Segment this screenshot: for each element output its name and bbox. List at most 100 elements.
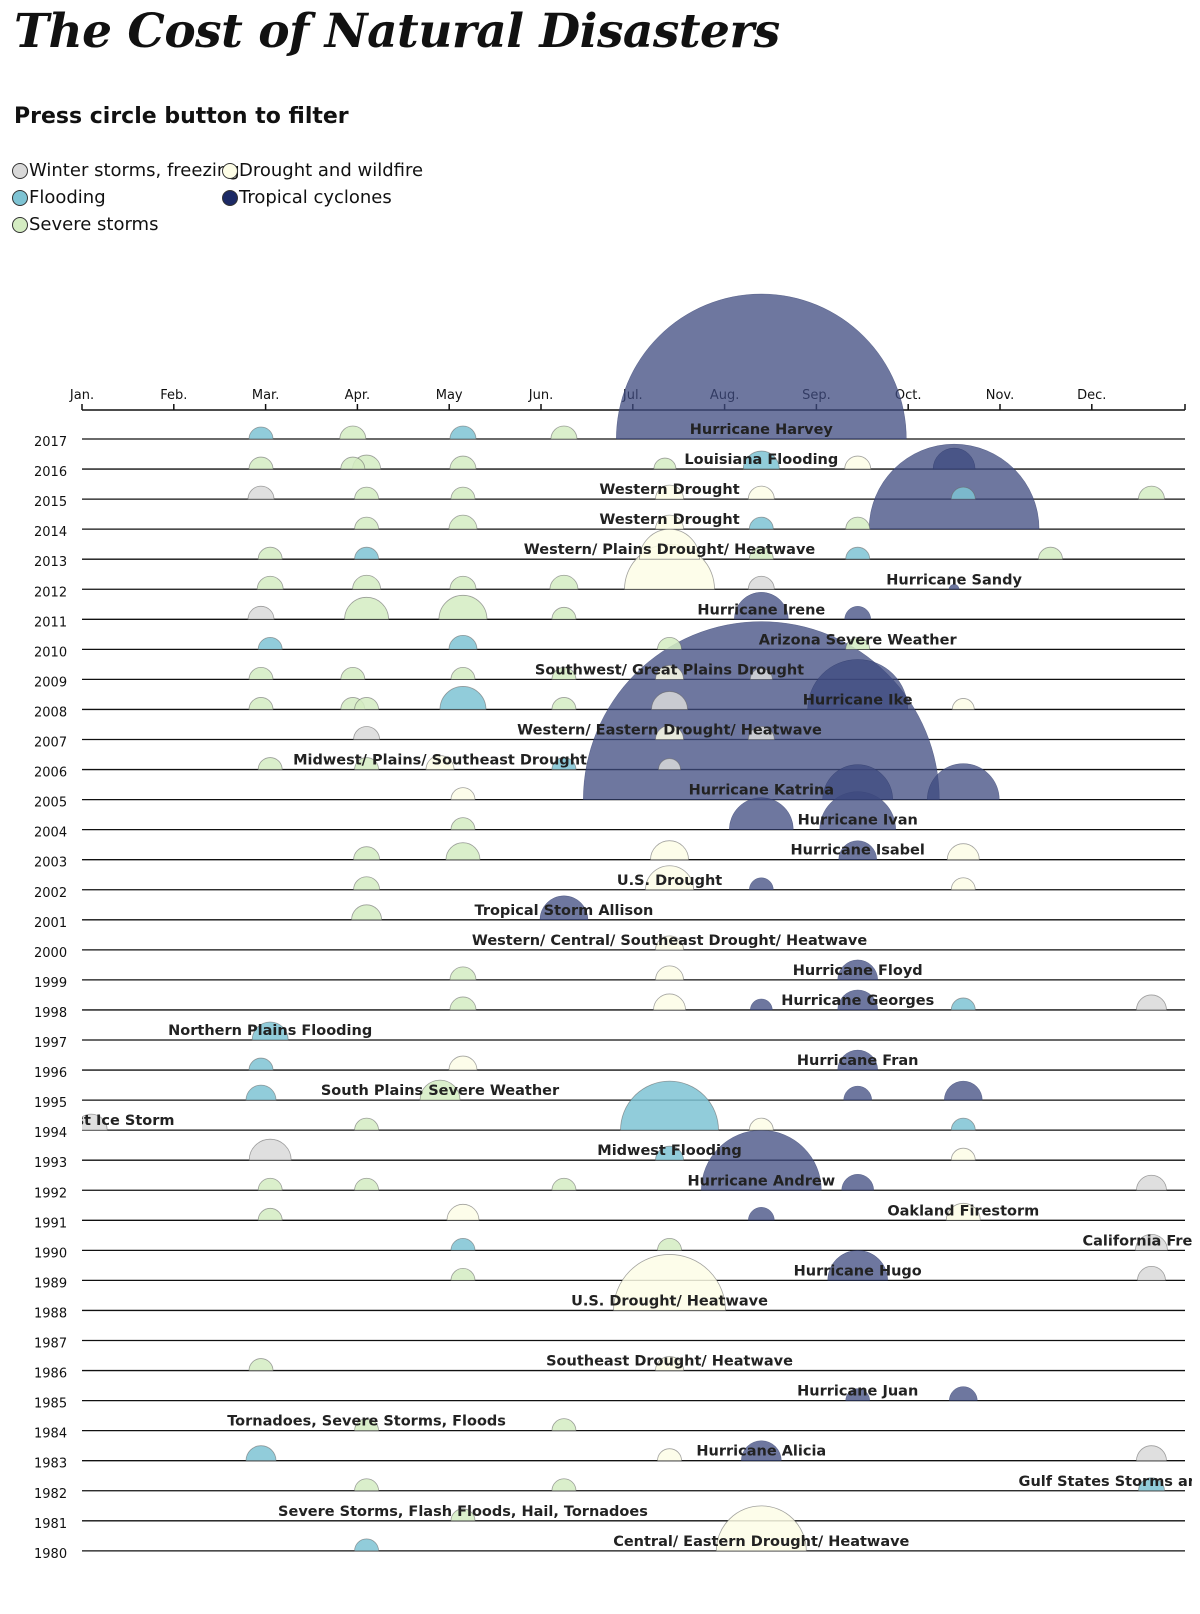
event-bubble-severe[interactable] xyxy=(845,636,871,650)
event-bubble-severe[interactable] xyxy=(257,1177,283,1191)
event-bubble-cyclone[interactable] xyxy=(734,592,789,620)
event-bubble-drought[interactable] xyxy=(747,485,775,500)
event-bubble-winter[interactable] xyxy=(749,668,773,680)
event-bubble-winter[interactable] xyxy=(247,485,275,500)
event-bubble-cyclone[interactable] xyxy=(539,895,589,921)
event-bubble-winter[interactable] xyxy=(651,691,688,710)
event-bubble-drought[interactable] xyxy=(748,1117,774,1131)
event-bubble-severe[interactable] xyxy=(354,1478,379,1492)
event-bubble-drought[interactable] xyxy=(945,1202,981,1221)
event-bubble-flooding[interactable] xyxy=(620,1080,719,1131)
event-bubble-cyclone[interactable] xyxy=(845,1388,870,1401)
event-bubble-severe[interactable] xyxy=(344,596,389,620)
event-bubble-drought[interactable] xyxy=(950,1147,976,1161)
event-bubble-drought[interactable] xyxy=(951,698,975,710)
event-bubble-severe[interactable] xyxy=(351,904,382,921)
legend-item-drought[interactable]: Drought and wildfire xyxy=(222,160,432,181)
event-bubble-flooding[interactable] xyxy=(1138,1477,1165,1492)
event-bubble-drought[interactable] xyxy=(448,1055,478,1071)
event-bubble-cyclone[interactable] xyxy=(837,1049,878,1071)
event-bubble-severe[interactable] xyxy=(653,457,677,470)
event-bubble-cyclone[interactable] xyxy=(748,1207,775,1221)
event-bubble-drought[interactable] xyxy=(653,993,686,1011)
event-bubble-winter[interactable] xyxy=(353,726,380,740)
event-bubble-cyclone[interactable] xyxy=(822,764,893,800)
event-bubble-severe[interactable] xyxy=(339,425,367,440)
event-bubble-drought[interactable] xyxy=(655,484,684,500)
event-bubble-flooding[interactable] xyxy=(245,1445,277,1462)
event-bubble-severe[interactable] xyxy=(450,1508,476,1522)
event-bubble-cyclone[interactable] xyxy=(616,293,907,440)
event-bubble-severe[interactable] xyxy=(445,842,481,861)
event-bubble-severe[interactable] xyxy=(450,486,476,500)
event-bubble-drought[interactable] xyxy=(613,1254,726,1311)
event-bubble-severe[interactable] xyxy=(449,966,477,981)
event-bubble-flooding[interactable] xyxy=(950,1117,976,1131)
event-bubble-severe[interactable] xyxy=(248,456,274,470)
event-bubble-drought[interactable] xyxy=(844,455,872,470)
event-bubble-flooding[interactable] xyxy=(257,636,283,650)
event-bubble-flooding[interactable] xyxy=(742,450,780,470)
event-bubble-severe[interactable] xyxy=(354,516,379,530)
event-bubble-severe[interactable] xyxy=(257,546,283,560)
event-bubble-severe[interactable] xyxy=(352,574,381,590)
event-bubble-severe[interactable] xyxy=(551,667,577,680)
legend-item-flooding[interactable]: Flooding xyxy=(12,187,222,208)
event-bubble-severe[interactable] xyxy=(248,697,274,710)
event-bubble-severe[interactable] xyxy=(248,1358,274,1371)
event-bubble-winter[interactable] xyxy=(1136,1174,1167,1191)
event-bubble-winter[interactable] xyxy=(247,605,275,620)
event-bubble-winter[interactable] xyxy=(248,1138,292,1161)
event-bubble-severe[interactable] xyxy=(340,456,366,470)
event-bubble-winter[interactable] xyxy=(75,1113,108,1131)
legend-item-cyclone[interactable]: Tropical cyclones xyxy=(222,187,432,208)
event-bubble-flooding[interactable] xyxy=(655,1145,684,1161)
legend-item-severe[interactable]: Severe storms xyxy=(12,214,222,235)
event-bubble-winter[interactable] xyxy=(1136,1445,1167,1462)
event-bubble-flooding[interactable] xyxy=(251,1021,289,1041)
event-bubble-cyclone[interactable] xyxy=(949,1386,978,1401)
event-bubble-severe[interactable] xyxy=(448,514,478,530)
event-bubble-severe[interactable] xyxy=(248,667,274,680)
event-bubble-severe[interactable] xyxy=(1138,485,1165,500)
event-bubble-flooding[interactable] xyxy=(551,757,577,770)
event-bubble-severe[interactable] xyxy=(450,667,476,680)
event-bubble-severe[interactable] xyxy=(450,817,476,831)
event-bubble-winter[interactable] xyxy=(658,758,681,770)
event-bubble-flooding[interactable] xyxy=(354,546,379,560)
event-bubble-flooding[interactable] xyxy=(439,686,487,710)
event-bubble-cyclone[interactable] xyxy=(837,959,878,981)
event-bubble-severe[interactable] xyxy=(657,636,682,650)
event-bubble-severe[interactable] xyxy=(450,1268,476,1281)
event-bubble-severe[interactable] xyxy=(419,1079,461,1101)
event-bubble-drought[interactable] xyxy=(450,787,476,800)
event-bubble-drought[interactable] xyxy=(655,965,684,981)
event-bubble-drought[interactable] xyxy=(655,514,684,530)
event-bubble-severe[interactable] xyxy=(551,1478,577,1492)
event-bubble-severe[interactable] xyxy=(354,1177,379,1191)
event-bubble-drought[interactable] xyxy=(425,755,455,770)
event-bubble-severe[interactable] xyxy=(549,574,579,590)
event-bubble-cyclone[interactable] xyxy=(932,447,976,470)
event-bubble-severe[interactable] xyxy=(438,594,488,620)
event-bubble-drought[interactable] xyxy=(645,865,694,891)
legend-circle-button-drought[interactable] xyxy=(222,162,238,179)
event-bubble-severe[interactable] xyxy=(353,846,380,861)
event-bubble-cyclone[interactable] xyxy=(807,659,908,710)
event-bubble-severe[interactable] xyxy=(354,757,379,770)
event-bubble-flooding[interactable] xyxy=(448,635,478,650)
event-bubble-flooding[interactable] xyxy=(950,486,976,500)
event-bubble-severe[interactable] xyxy=(550,425,578,440)
event-bubble-severe[interactable] xyxy=(449,575,477,590)
event-bubble-drought[interactable] xyxy=(715,1505,807,1552)
event-bubble-cyclone[interactable] xyxy=(841,1174,874,1191)
event-bubble-winter[interactable] xyxy=(1135,1233,1168,1251)
event-bubble-cyclone[interactable] xyxy=(837,989,878,1011)
event-bubble-severe[interactable] xyxy=(340,667,366,680)
event-bubble-flooding[interactable] xyxy=(248,426,274,440)
event-bubble-cyclone[interactable] xyxy=(843,1085,872,1101)
event-bubble-severe[interactable] xyxy=(449,996,477,1011)
event-bubble-cyclone[interactable] xyxy=(944,1080,983,1101)
event-bubble-drought[interactable] xyxy=(655,1356,684,1371)
legend-circle-button-flooding[interactable] xyxy=(12,189,28,206)
